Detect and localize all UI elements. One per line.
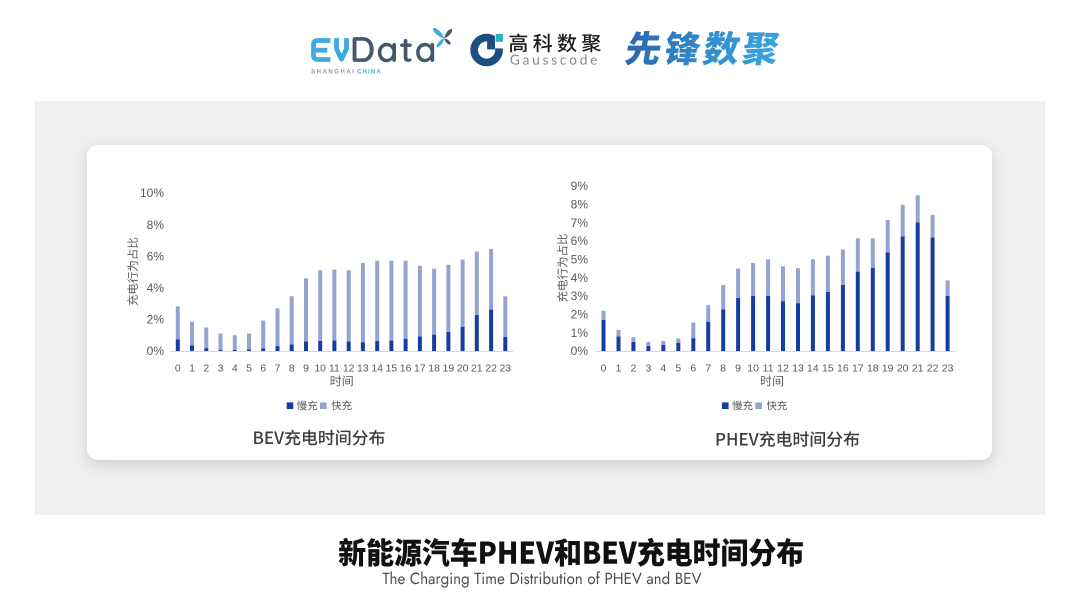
- svg-text:0%: 0%: [147, 344, 165, 358]
- svg-text:18: 18: [428, 363, 440, 375]
- svg-text:22: 22: [485, 363, 497, 375]
- svg-text:8%: 8%: [571, 198, 589, 212]
- svg-text:11: 11: [763, 363, 774, 375]
- svg-text:15: 15: [386, 363, 398, 375]
- svg-text:3: 3: [645, 363, 651, 375]
- svg-text:16: 16: [837, 363, 849, 375]
- svg-text:SHANGHAI: SHANGHAI: [311, 70, 355, 76]
- svg-text:20: 20: [457, 363, 469, 375]
- svg-text:1: 1: [616, 363, 622, 375]
- svg-text:18: 18: [867, 363, 879, 375]
- svg-text:8: 8: [289, 363, 295, 375]
- svg-text:0%: 0%: [571, 344, 589, 358]
- svg-text:20: 20: [897, 363, 909, 375]
- svg-text:1: 1: [189, 363, 195, 375]
- svg-text:4: 4: [232, 363, 238, 375]
- svg-text:19: 19: [443, 363, 455, 375]
- svg-text:4%: 4%: [571, 271, 589, 285]
- svg-text:5: 5: [675, 363, 681, 375]
- svg-text:4: 4: [660, 363, 666, 375]
- svg-text:17: 17: [414, 363, 426, 375]
- svg-text:7%: 7%: [571, 216, 589, 230]
- svg-text:19: 19: [882, 363, 894, 375]
- svg-text:21: 21: [912, 363, 924, 375]
- svg-text:2: 2: [203, 363, 209, 375]
- svg-text:0: 0: [601, 363, 607, 375]
- svg-text:9: 9: [303, 363, 309, 375]
- svg-text:2%: 2%: [571, 308, 589, 322]
- svg-text:22: 22: [927, 363, 939, 375]
- svg-text:23: 23: [499, 363, 511, 375]
- svg-text:3%: 3%: [571, 289, 589, 303]
- svg-text:10%: 10%: [140, 186, 164, 200]
- svg-text:5%: 5%: [571, 253, 589, 267]
- svg-text:10: 10: [747, 363, 759, 375]
- svg-text:13: 13: [357, 363, 369, 375]
- svg-text:3: 3: [218, 363, 224, 375]
- svg-text:13: 13: [792, 363, 804, 375]
- svg-text:8: 8: [720, 363, 726, 375]
- svg-text:11: 11: [329, 363, 340, 375]
- svg-text:7: 7: [275, 363, 281, 375]
- svg-text:12: 12: [343, 363, 355, 375]
- svg-text:21: 21: [471, 363, 483, 375]
- svg-text:0: 0: [175, 363, 181, 375]
- svg-text:1%: 1%: [571, 326, 589, 340]
- svg-text:14: 14: [371, 363, 383, 375]
- svg-text:17: 17: [852, 363, 864, 375]
- svg-text:23: 23: [942, 363, 954, 375]
- svg-text:15: 15: [822, 363, 834, 375]
- svg-text:12: 12: [777, 363, 789, 375]
- svg-text:10: 10: [314, 363, 326, 375]
- svg-text:6: 6: [690, 363, 696, 375]
- svg-text:16: 16: [400, 363, 412, 375]
- svg-text:8%: 8%: [147, 218, 165, 232]
- svg-text:9%: 9%: [571, 179, 589, 193]
- svg-text:14: 14: [807, 363, 819, 375]
- svg-text:6: 6: [260, 363, 266, 375]
- svg-text:7: 7: [705, 363, 711, 375]
- svg-text:5: 5: [246, 363, 252, 375]
- svg-text:6%: 6%: [147, 249, 165, 263]
- svg-text:2: 2: [630, 363, 636, 375]
- svg-text:9: 9: [735, 363, 741, 375]
- svg-text:2%: 2%: [147, 313, 165, 327]
- svg-text:CHINA: CHINA: [357, 70, 382, 76]
- svg-text:6%: 6%: [571, 234, 589, 248]
- svg-text:4%: 4%: [147, 281, 165, 295]
